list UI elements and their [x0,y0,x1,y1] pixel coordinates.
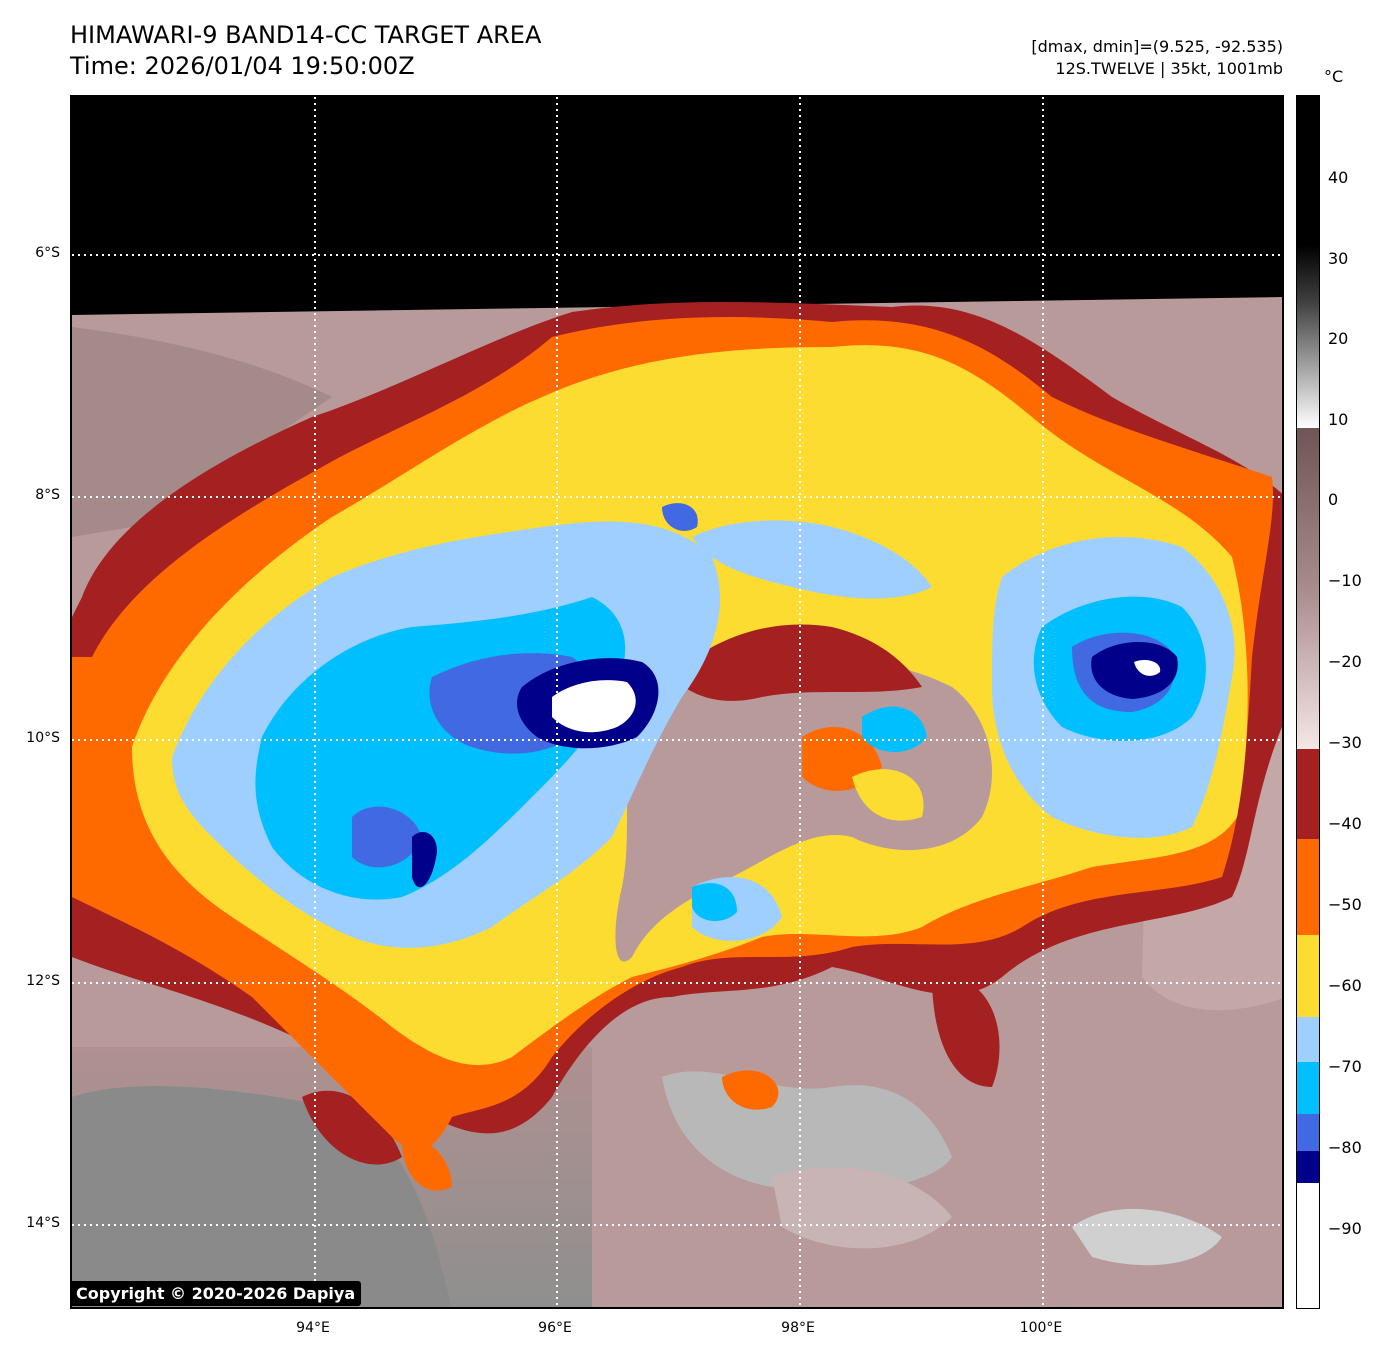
lon-label-96e: 96°E [538,1320,572,1336]
band-minus-80-85-southwest [412,832,437,888]
band-minus-75-80-north [662,503,698,531]
colorbar-scale [1297,96,1319,1308]
data-range: [dmax, dmin]=(9.525, -92.535) [1031,37,1283,56]
no-data-region [72,97,1282,315]
band-minus-40-50-south [402,1140,452,1191]
band-minus-80-85-east [1091,642,1178,699]
colorbar-tick: −60 [1328,976,1362,995]
warm-patch [772,1167,952,1249]
lon-label-98e: 98°E [781,1320,815,1336]
colorbar-tick: −10 [1328,571,1362,590]
lon-label-94e: 94°E [296,1320,330,1336]
lon-label-100e: 100°E [1019,1320,1063,1336]
colorbar-tick: −90 [1328,1219,1362,1238]
lat-label-12s: 12°S [26,973,60,989]
colorbar [1296,95,1320,1309]
band-minus-60-70-north [692,520,932,599]
colorbar-tick: −40 [1328,814,1362,833]
colorbar-tick: −20 [1328,652,1362,671]
colorbar-tick: −30 [1328,733,1362,752]
colorbar-tick: −70 [1328,1057,1362,1076]
band-below-minus-85-west [552,680,636,733]
band-minus-70-75-small [862,706,927,752]
grey-cloud-southeast [1072,1208,1222,1266]
satellite-map [70,95,1284,1309]
colorbar-tick: 30 [1328,249,1349,268]
lat-label-10s: 10°S [26,730,60,746]
colorbar-tick: 40 [1328,168,1349,187]
lat-label-8s: 8°S [35,487,60,503]
band-minus-70-75-southmid [692,883,737,922]
band-minus-40-50-spot [722,1070,779,1110]
lat-label-14s: 14°S [26,1215,60,1231]
colorbar-tick: −50 [1328,895,1362,914]
band-minus-30-40-interior [672,624,922,701]
title: HIMAWARI-9 BAND14-CC TARGET AREA [70,21,542,49]
band-minus-30-40-southeast [932,976,1000,1087]
lat-label-6s: 6°S [35,245,60,261]
band-below-minus-85-east [1134,660,1161,676]
satellite-image [72,97,1282,1307]
copyright-badge: Copyright © 2020-2026 Dapiya [70,1281,362,1306]
colorbar-tick: −80 [1328,1138,1362,1157]
band-minus-75-80-southwest [352,806,422,868]
band-minus-50-60-interior [852,769,924,821]
storm-info: 12S.TWELVE | 35kt, 1001mb [1055,59,1283,78]
colorbar-tick: 10 [1328,410,1349,429]
band-minus-30-40-south [302,1090,402,1165]
warm-patch-northwest [72,327,332,537]
map-grid [72,97,1282,1307]
colorbar-tick: 20 [1328,329,1349,348]
timestamp: Time: 2026/01/04 19:50:00Z [70,52,415,80]
colorbar-tick: 0 [1328,490,1339,509]
colorbar-unit: °C [1324,67,1344,86]
